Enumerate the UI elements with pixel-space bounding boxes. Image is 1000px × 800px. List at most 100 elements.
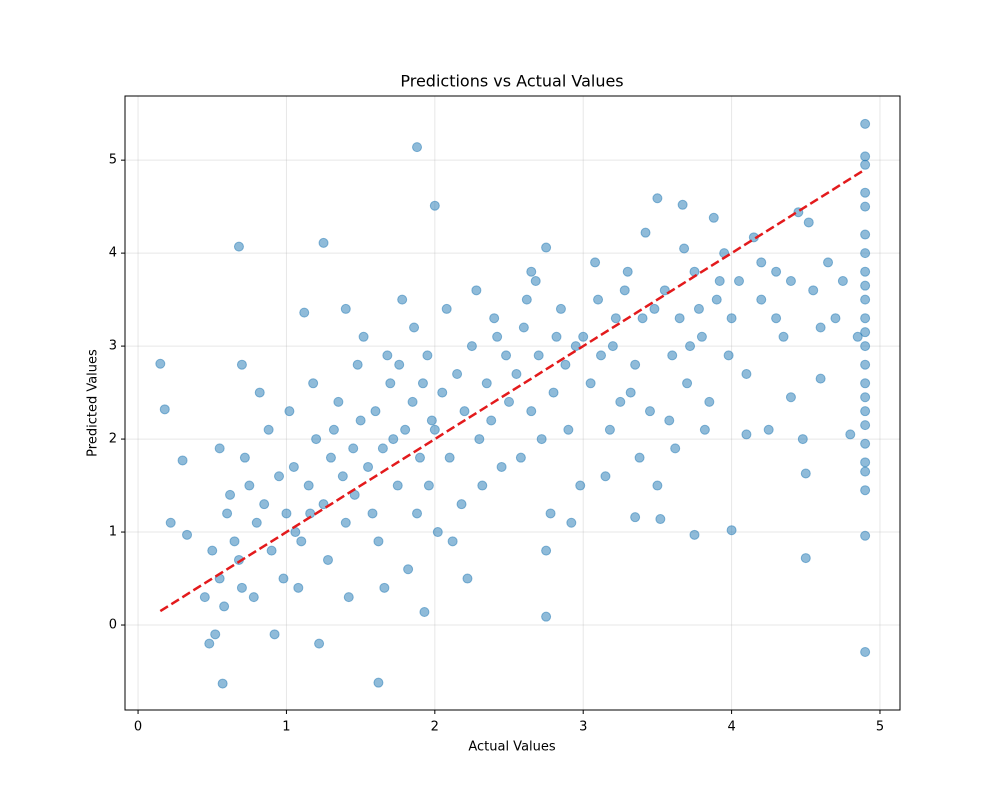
point [634, 452, 645, 463]
point [689, 529, 700, 540]
point [452, 368, 463, 379]
point [815, 373, 826, 384]
point [492, 331, 503, 342]
point [394, 359, 405, 370]
point [278, 573, 289, 584]
point [610, 313, 621, 324]
point [385, 378, 396, 389]
point [644, 406, 655, 417]
point [311, 434, 322, 445]
point [229, 536, 240, 547]
point [444, 452, 455, 463]
point [367, 508, 378, 519]
point [693, 303, 704, 314]
point [214, 443, 225, 454]
point [803, 217, 814, 228]
point [432, 527, 443, 538]
point [251, 517, 262, 528]
point [566, 517, 577, 528]
point [575, 480, 586, 491]
point [392, 480, 403, 491]
point [860, 420, 871, 431]
point [756, 257, 767, 268]
point [785, 392, 796, 403]
point [726, 525, 737, 536]
point [674, 313, 685, 324]
point [756, 294, 767, 305]
point [763, 424, 774, 435]
point [860, 378, 871, 389]
point [254, 387, 265, 398]
point [296, 536, 307, 547]
point [860, 327, 871, 338]
point [182, 529, 193, 540]
point [800, 553, 811, 564]
point [373, 536, 384, 547]
x-axis-label: Actual Values [468, 740, 556, 755]
point [379, 582, 390, 593]
point [219, 601, 230, 612]
point [328, 424, 339, 435]
point [677, 199, 688, 210]
point [860, 392, 871, 403]
point [526, 406, 537, 417]
point [860, 280, 871, 291]
point [337, 471, 348, 482]
point [429, 424, 440, 435]
point [860, 313, 871, 324]
point [515, 452, 526, 463]
point [570, 341, 581, 352]
point [551, 331, 562, 342]
point [466, 341, 477, 352]
point [682, 378, 693, 389]
point [290, 527, 301, 538]
point [555, 303, 566, 314]
point [407, 396, 418, 407]
point [860, 248, 871, 259]
point [486, 415, 497, 426]
point [263, 424, 274, 435]
point [619, 285, 630, 296]
point [860, 485, 871, 496]
point [377, 443, 388, 454]
point [860, 266, 871, 277]
y-tick-label: 0 [109, 618, 117, 633]
y-tick-label: 3 [109, 339, 117, 354]
point [441, 303, 452, 314]
point [429, 200, 440, 211]
point [723, 350, 734, 361]
point [860, 646, 871, 657]
point [355, 415, 366, 426]
point [456, 499, 467, 510]
point [155, 358, 166, 369]
y-tick-label: 5 [109, 153, 117, 168]
point [741, 429, 752, 440]
point [293, 582, 304, 593]
point [670, 443, 681, 454]
point [845, 429, 856, 440]
point [244, 480, 255, 491]
point [704, 396, 715, 407]
point [165, 517, 176, 528]
point [837, 276, 848, 287]
point [343, 592, 354, 603]
point [299, 307, 310, 318]
point [630, 512, 641, 523]
point [708, 212, 719, 223]
point [741, 368, 752, 379]
point [860, 341, 871, 352]
point [358, 331, 369, 342]
point [800, 468, 811, 479]
point [637, 313, 648, 324]
point [269, 629, 280, 640]
point [363, 461, 374, 472]
point [303, 480, 314, 491]
point [696, 331, 707, 342]
x-tick-label: 1 [282, 720, 290, 735]
point [530, 276, 541, 287]
point [322, 554, 333, 565]
point [236, 582, 247, 593]
point [607, 341, 618, 352]
point [625, 387, 636, 398]
point [823, 257, 834, 268]
